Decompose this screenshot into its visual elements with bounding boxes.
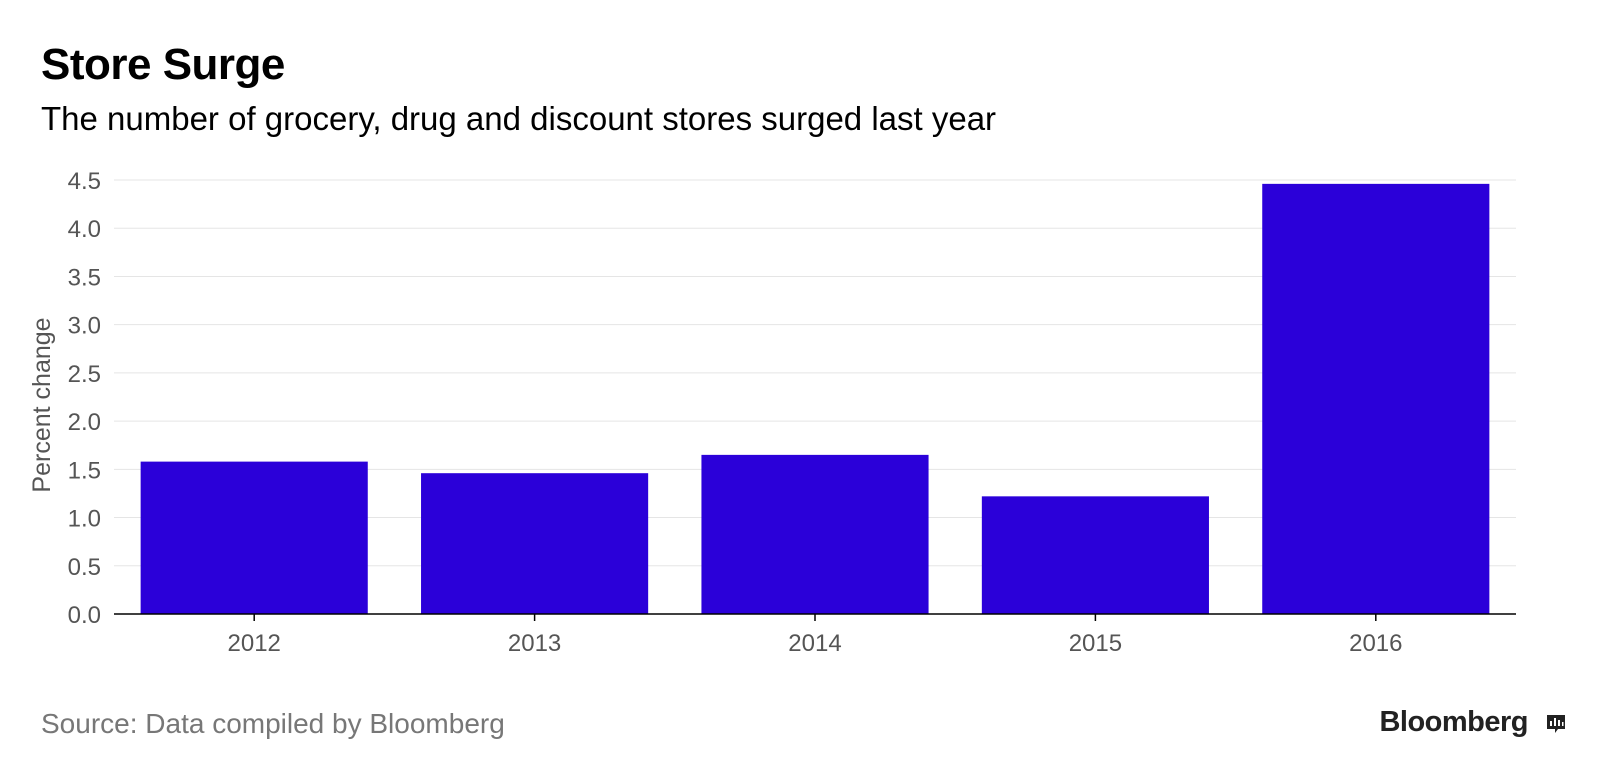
y-tick-label: 1.0 bbox=[68, 506, 101, 533]
bloomberg-chart-icon bbox=[1547, 715, 1565, 733]
y-tick-label: 3.5 bbox=[68, 264, 101, 291]
y-tick-label: 4.5 bbox=[68, 168, 101, 195]
x-axis bbox=[114, 613, 1516, 621]
bar-2013 bbox=[421, 473, 649, 614]
x-tick-label: 2014 bbox=[788, 630, 841, 657]
bloomberg-logo: Bloomberg bbox=[1379, 706, 1528, 738]
bar-chart: 0.00.51.01.52.02.53.03.54.04.5 2012 2013 2… bbox=[28, 168, 1516, 657]
x-tick-label: 2012 bbox=[228, 630, 281, 657]
bar-2015 bbox=[981, 496, 1209, 614]
bar-2016 bbox=[1262, 183, 1490, 614]
x-tick-label: 2016 bbox=[1349, 630, 1402, 657]
y-tick-label: 0.0 bbox=[68, 602, 101, 629]
y-axis-label: Percent change bbox=[28, 317, 56, 492]
x-tick-label: 2013 bbox=[508, 630, 561, 657]
y-tick-label: 2.5 bbox=[68, 361, 101, 388]
x-tick-label: 2015 bbox=[1069, 630, 1122, 657]
y-tick-label: 4.0 bbox=[68, 216, 101, 243]
bar-2014 bbox=[701, 454, 929, 614]
y-tick-label: 3.0 bbox=[68, 313, 101, 340]
y-tick-label: 1.5 bbox=[68, 457, 101, 484]
y-tick-labels: 0.0 0.5 1.0 1.5 2.0 2.5 3.0 3.5 4.0 4.5 bbox=[68, 168, 101, 629]
source-note: Source: Data compiled by Bloomberg bbox=[41, 708, 505, 739]
chart-subtitle: The number of grocery, drug and discount… bbox=[41, 100, 997, 137]
chart-title: Store Surge bbox=[41, 40, 285, 89]
x-tick-labels: 2012 2013 2014 2015 2016 bbox=[228, 630, 1403, 657]
bar-2012 bbox=[140, 461, 368, 614]
y-tick-label: 2.0 bbox=[68, 409, 101, 436]
bars bbox=[140, 183, 1490, 614]
y-tick-label: 0.5 bbox=[68, 554, 101, 581]
